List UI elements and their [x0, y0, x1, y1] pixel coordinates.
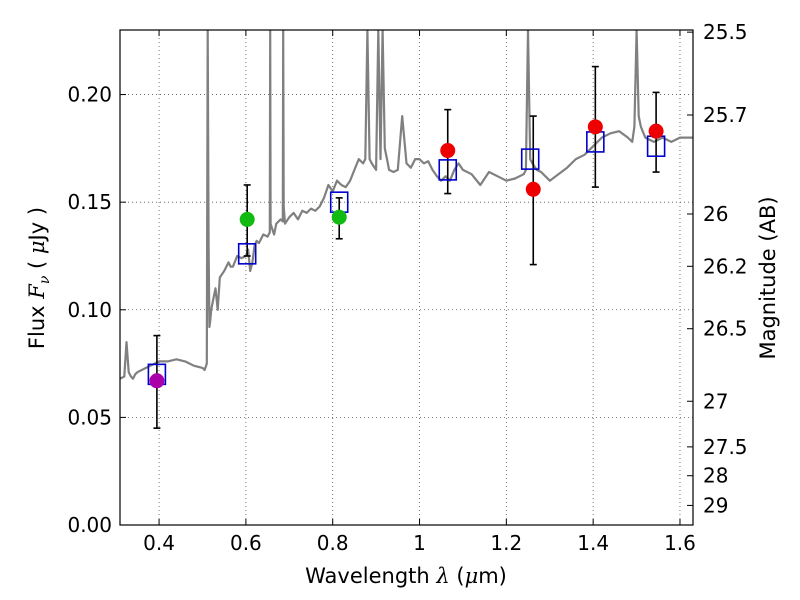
- observed-point: [587, 119, 603, 135]
- x-tick-label: 0.4: [143, 531, 175, 555]
- x-tick-label: 0.8: [317, 531, 349, 555]
- y-tick-label: 0.00: [67, 513, 112, 537]
- y2-axis-title: Magnitude (AB): [756, 196, 780, 359]
- observed-point: [149, 373, 165, 389]
- model-square: [520, 148, 540, 170]
- plot-area: [120, 30, 693, 429]
- y-tick-label: 0.10: [67, 298, 112, 322]
- x-tick-label: 1: [413, 531, 426, 555]
- mag-tick-label: 25.7: [703, 103, 748, 127]
- spectrum-line: [120, 30, 693, 380]
- y-tick-label: 0.15: [67, 190, 112, 214]
- mag-tick-label: 26: [703, 202, 728, 226]
- mag-tick-label: 27.5: [703, 435, 748, 459]
- mag-tick-label: 26.5: [703, 317, 748, 341]
- axes: 0.4 0.6 0.8 1 1.2 1.4 1.6 0.00 0.05 0.10 0.15 0.20 2…: [67, 20, 747, 555]
- grid-lines: [120, 30, 693, 526]
- mag-tick-label: 29: [703, 493, 728, 517]
- observed-point: [331, 209, 347, 225]
- mag-tick-label: 27: [703, 389, 728, 413]
- model-square: [438, 159, 458, 181]
- x-tick-label: 1.4: [577, 531, 609, 555]
- y-tick-label: 0.20: [67, 83, 112, 107]
- mag-tick-label: 25.5: [703, 20, 748, 44]
- observed-point: [239, 211, 255, 227]
- x-tick-label: 1.6: [664, 531, 696, 555]
- observed-point: [440, 143, 456, 159]
- y-axis-title: Flux Fν ( μJy ): [25, 207, 53, 349]
- x-tick-label: 0.6: [230, 531, 262, 555]
- mag-tick-label: 26.2: [703, 254, 748, 278]
- mag-tick-label: 28: [703, 464, 728, 488]
- y-tick-label: 0.05: [67, 405, 112, 429]
- model-square: [237, 243, 257, 265]
- observed-point: [648, 123, 664, 139]
- plot-frame: [119, 29, 694, 526]
- x-axis-title: Wavelength λ (μm): [305, 564, 507, 588]
- observed-point: [525, 181, 541, 197]
- x-tick-label: 1.2: [490, 531, 522, 555]
